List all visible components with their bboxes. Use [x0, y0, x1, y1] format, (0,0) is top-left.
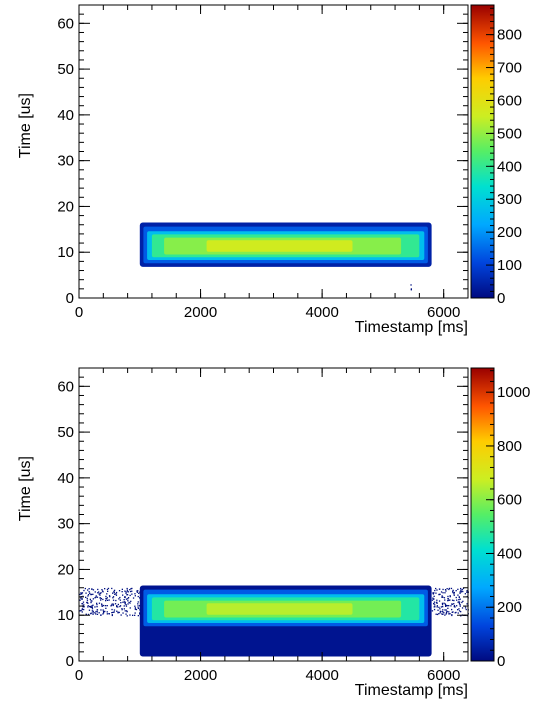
y-tick-label: 0 [66, 290, 74, 307]
y-tick-label: 0 [66, 653, 74, 670]
colorbar-tick-label: 400 [497, 158, 522, 175]
y-tick-label: 10 [57, 244, 74, 261]
y-tick-label: 10 [57, 607, 74, 624]
y-tick-label: 50 [57, 61, 74, 78]
colorbar-ticks-bottom: 0 200 400 600 800 1000 [486, 370, 530, 670]
x-tick-label: 6000 [427, 304, 460, 321]
x-tick-label: 0 [75, 304, 83, 321]
y-ticks-top: 0 10 20 30 40 50 60 [57, 4, 468, 307]
colorbar-top [470, 4, 495, 299]
colorbar-tick-label: 700 [497, 60, 522, 77]
x-axis-label-bottom: Timestamp [ms] [355, 682, 468, 699]
colorbar-tick-label: 400 [497, 545, 522, 562]
x-tick-label: 0 [75, 667, 83, 684]
y-tick-label: 30 [57, 516, 74, 533]
y-tick-label: 60 [57, 15, 74, 32]
y-tick-label: 20 [57, 198, 74, 215]
colorbar-tick-label: 600 [497, 492, 522, 509]
heatmap-band [206, 240, 353, 252]
y-tick-label: 40 [57, 107, 74, 124]
outlier-hits [410, 284, 412, 291]
outlier-hits [79, 587, 141, 617]
x-ticks-bottom: 0 2000 4000 6000 [75, 368, 469, 684]
x-tick-label: 6000 [427, 667, 460, 684]
x-tick-label: 2000 [184, 667, 217, 684]
y-tick-label: 40 [57, 470, 74, 487]
colorbar-tick-label: 1000 [497, 384, 530, 401]
colorbar-tick-label: 200 [497, 224, 522, 241]
colorbar-bottom [470, 367, 495, 662]
y-axis-label-bottom: Time [us] [17, 456, 34, 521]
heatmap-cells-bottom [79, 585, 469, 657]
y-tick-label: 20 [57, 561, 74, 578]
colorbar-tick-label: 300 [497, 191, 522, 208]
x-ticks-top: 0 2000 4000 6000 [75, 5, 469, 321]
colorbar-tick-label: 800 [497, 438, 522, 455]
colorbar-tick-label: 0 [497, 653, 505, 670]
colorbar-tick-label: 800 [497, 27, 522, 44]
x-tick-label: 4000 [305, 667, 338, 684]
colorbar-tick-label: 200 [497, 599, 522, 616]
heatmap-cells-top [139, 222, 432, 291]
x-axis-label-top: Timestamp [ms] [355, 319, 468, 336]
colorbar-ticks-top: 0 100 200 300 400 500 600 700 800 [486, 7, 522, 307]
outlier-hits [431, 587, 469, 617]
y-tick-label: 30 [57, 153, 74, 170]
colorbar-tick-label: 600 [497, 92, 522, 109]
x-tick-label: 4000 [305, 304, 338, 321]
y-tick-label: 60 [57, 378, 74, 395]
y-ticks-bottom: 0 10 20 30 40 50 60 [57, 367, 468, 670]
x-tick-label: 2000 [184, 304, 217, 321]
colorbar-tick-label: 100 [497, 257, 522, 274]
heatmap-band [206, 603, 353, 615]
y-tick-label: 50 [57, 424, 74, 441]
colorbar-tick-label: 0 [497, 290, 505, 307]
colorbar-tick-label: 500 [497, 125, 522, 142]
y-axis-label-top: Time [us] [17, 93, 34, 158]
